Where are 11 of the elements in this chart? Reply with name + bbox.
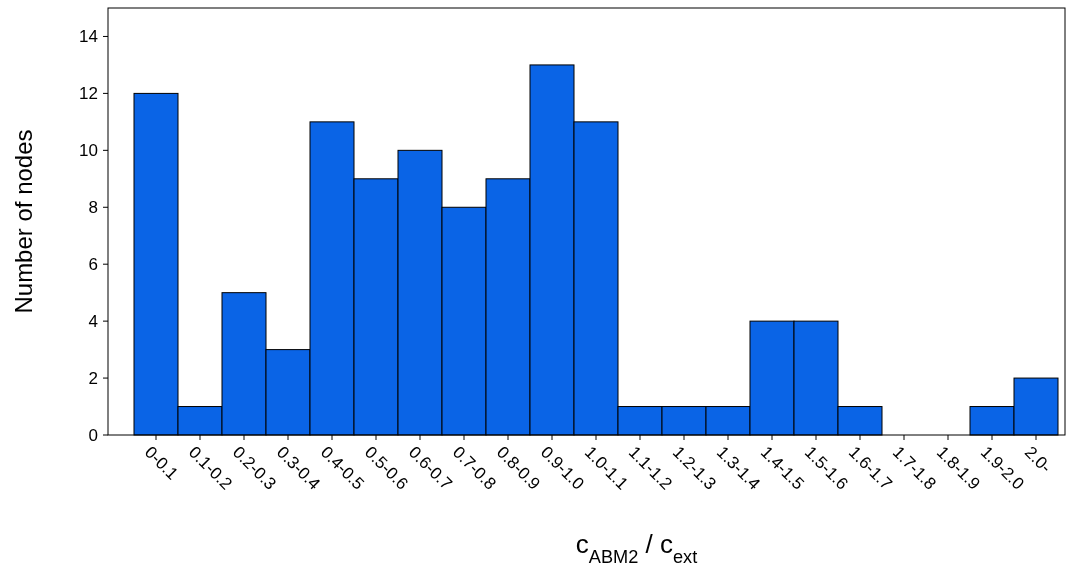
y-tick-label: 10 xyxy=(79,141,98,161)
y-axis-title: Number of nodes xyxy=(10,129,37,314)
y-tick-label: 12 xyxy=(79,84,98,104)
y-tick-label: 4 xyxy=(88,312,98,332)
x-axis-title: c$_{ABM2}$ / c$_{ext}$ xyxy=(575,529,698,563)
x-tick-label: 2.0- xyxy=(1020,442,1056,477)
y-tick-label: 0 xyxy=(88,425,98,445)
y-tick-label: 8 xyxy=(88,198,98,218)
y-tick-label: 6 xyxy=(88,255,98,275)
y-tick-label: 14 xyxy=(79,27,98,47)
y-tick-label: 2 xyxy=(88,369,98,389)
